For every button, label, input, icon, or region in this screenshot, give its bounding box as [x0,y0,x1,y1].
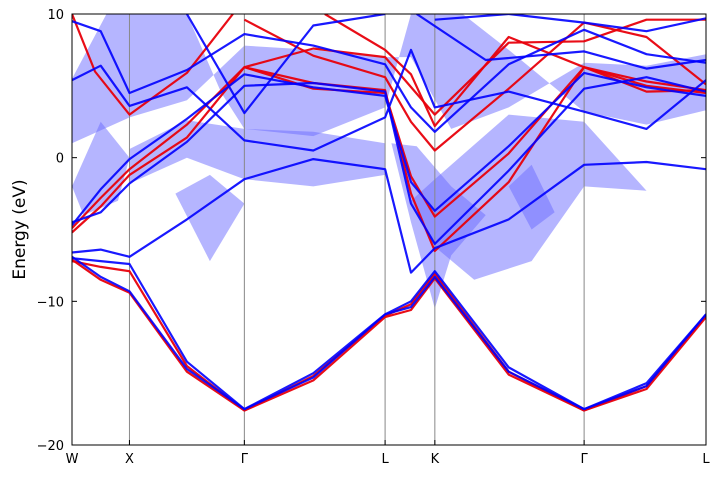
y-tick-label-1: 0 [56,152,64,167]
broadening-region-2 [175,174,245,262]
blue-bands [72,14,706,411]
x-tick-label-3: L [381,452,389,467]
blue-band-8 [434,14,706,33]
red-band-5 [243,18,706,152]
kpoint-lines [128,14,585,445]
x-tick-label-5: Γ [580,452,588,467]
x-tick-label-0: W [66,452,79,467]
broadening-region-6 [508,164,555,230]
x-tick-label-1: X [125,452,134,467]
broadening-region-0 [72,14,706,144]
red-band-6 [324,14,706,128]
y-tick-label-2: −10 [37,295,64,310]
x-tick-label-2: Γ [241,452,249,467]
y-axis-label: Energy (eV) [10,179,30,279]
blue-band-1 [72,255,706,411]
plot-area-frame [71,13,707,446]
blue-band-4 [72,71,706,226]
y-axis-ticks: 10 0 −10 −20 [37,8,706,454]
red-band-0 [72,260,706,412]
x-tick-label-4: K [431,452,440,467]
blue-band-5 [72,48,706,152]
blue-band-3 [72,76,706,245]
blue-band-7 [185,14,386,115]
red-band-7 [244,18,706,116]
y-tick-label-0: 10 [47,8,64,23]
y-tick-label-3: −20 [37,439,64,454]
blue-band-9 [416,14,706,70]
red-band-4 [72,14,234,116]
x-tick-label-6: L [702,452,710,467]
blue-band-6 [72,20,706,133]
blue-band-2 [72,158,706,274]
